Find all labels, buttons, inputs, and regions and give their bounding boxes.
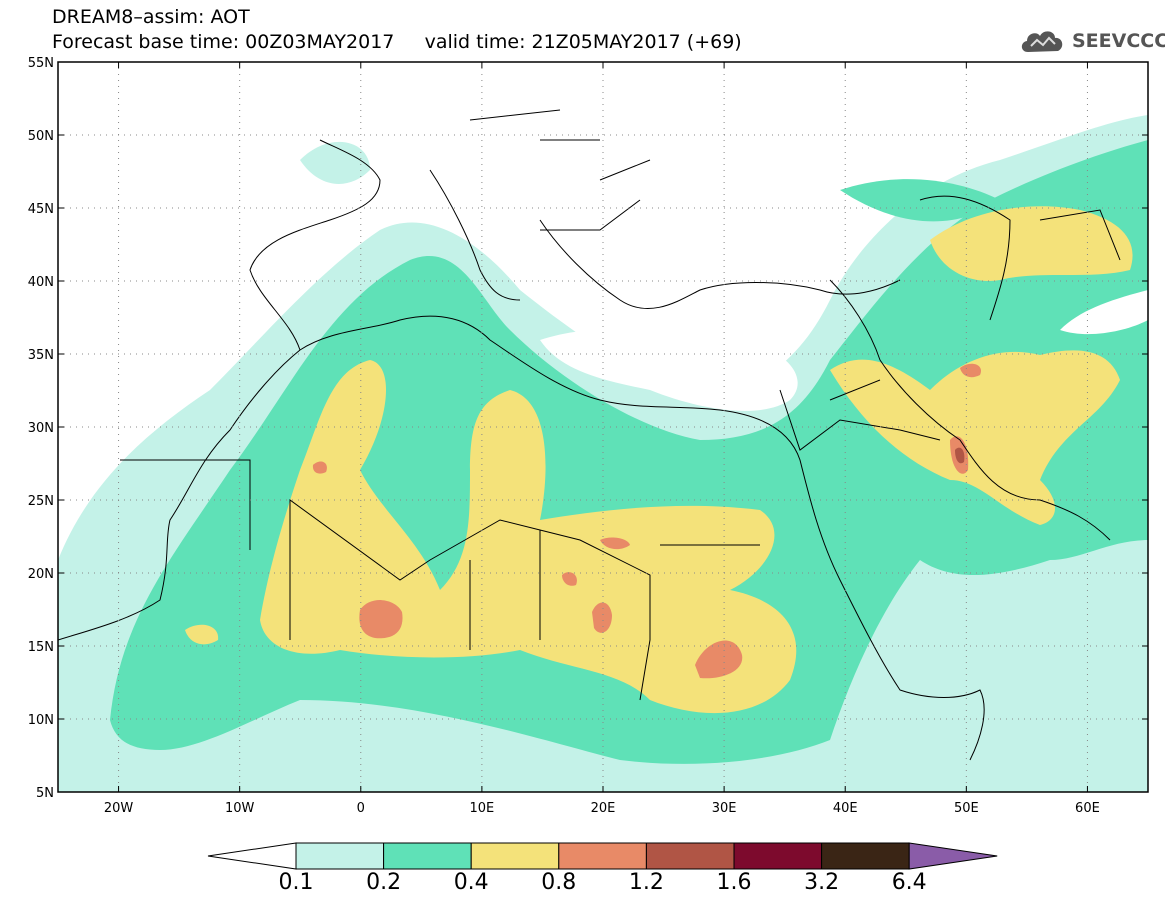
aot-1.2-blob [955,447,965,464]
colorbar-bin [558,842,647,870]
chart-title: DREAM8–assim: AOT [52,6,250,28]
colorbar-bin [733,842,823,870]
colorbar-bin [645,842,735,870]
colorbar-level-label: 0.1 [278,870,314,895]
clear-sky-med [540,328,798,411]
latitude-labels: 55N 50N 45N 40N 35N 30N 25N 20N 15N 10N 5N [28,56,54,801]
lat-label: 45N [28,202,54,217]
aot-0.4-middle-east [830,350,1120,525]
lat-label: 10N [28,713,54,728]
aot-0.8-blob-2 [695,640,743,679]
colorbar-level-label: 3.2 [804,870,840,895]
aot-0.1-north [300,141,370,184]
lat-label: 35N [28,348,54,363]
aot-0.8-blob-6 [312,461,327,474]
lon-label: 10W [225,801,255,816]
aot-field [58,115,1148,792]
lon-label: 60E [1075,801,1100,816]
lat-label: 50N [28,129,54,144]
chart-subtitle: Forecast base time: 00Z03MAY2017 valid t… [52,31,742,53]
aot-0.8-blob-5 [562,572,577,586]
aot-0.8-blob-1 [359,600,403,639]
colorbar-bin [821,842,910,870]
lat-label: 15N [28,640,54,655]
clear-sky-east [1060,290,1148,335]
axis-ticks [58,61,1148,793]
seevccc-logo: SEEVCCC [1018,24,1165,58]
lat-label: 40N [28,275,54,290]
colorbar-under-arrow [207,842,297,870]
lon-label: 20W [104,801,134,816]
logo-text: SEEVCCC [1072,30,1165,52]
coastlines [58,109,1121,761]
lon-label: 20E [591,801,616,816]
valid-time-label: valid time: 21Z05MAY2017 (+69) [424,31,742,53]
aot-0.8-blob-8 [960,363,981,378]
lon-label: 40E [833,801,858,816]
colorbar [207,842,998,870]
lon-label: 50E [954,801,979,816]
colorbar-bin [470,842,560,870]
lon-label: 30E [712,801,737,816]
aot-0.8-blob-3 [592,602,612,633]
aot-0.8-blob-4 [600,537,630,550]
aot-0.4-west [185,624,219,645]
colorbar-level-label: 0.2 [366,870,402,895]
lat-label: 20N [28,567,54,582]
colorbar-over-arrow [908,842,998,870]
colorbar-bin [383,842,472,870]
colorbar-bin [295,842,385,870]
lat-label: 30N [28,421,54,436]
aot-0.4-caspian [930,206,1133,281]
colorbar-level-label: 1.6 [716,870,752,895]
aot-0.2-east [840,179,1000,222]
lat-label: 5N [36,786,54,801]
base-time-label: Forecast base time: 00Z03MAY2017 [52,31,395,53]
lat-label: 55N [28,56,54,71]
colorbar-level-label: 1.2 [628,870,664,895]
lat-label: 25N [28,494,54,509]
colorbar-level-label: 0.8 [541,870,577,895]
colorbar-level-label: 0.4 [453,870,489,895]
lon-label: 10E [470,801,495,816]
lon-label: 0 [357,801,365,816]
cloud-icon [1021,31,1063,52]
longitude-labels: 20W 10W 0 10E 20E 30E 40E 50E 60E [104,801,1100,816]
colorbar-level-label: 6.4 [891,870,927,895]
